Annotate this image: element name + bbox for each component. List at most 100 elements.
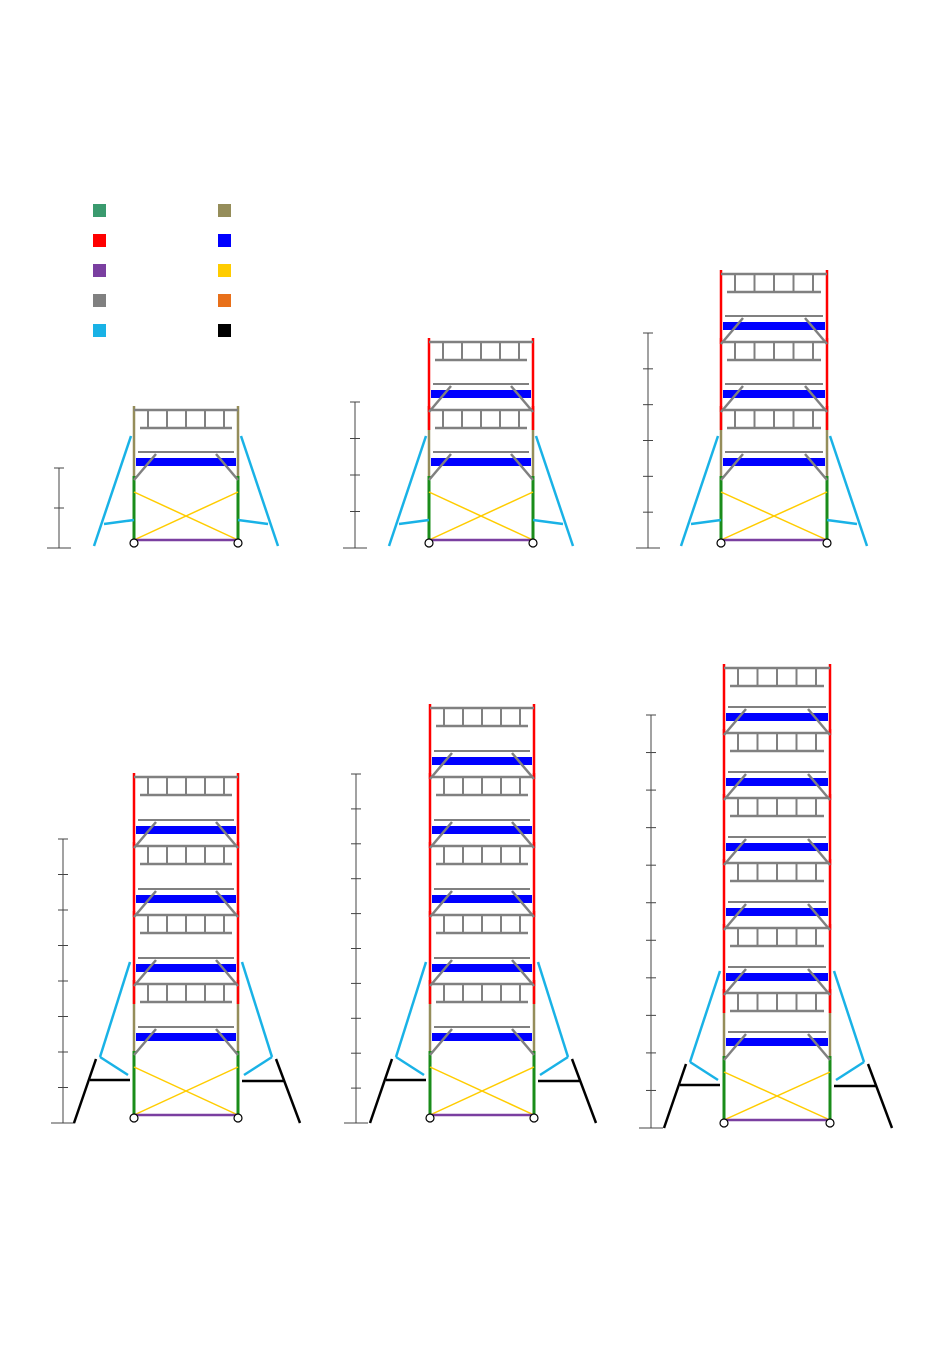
brace-right — [511, 821, 535, 849]
brace-left — [133, 821, 157, 849]
outrigger-right — [239, 435, 280, 547]
scaffold-4-levels — [51, 773, 302, 1124]
platform — [432, 757, 532, 765]
scaffold-2-levels — [343, 338, 575, 549]
level-6 — [722, 664, 832, 736]
brace-left — [429, 752, 453, 780]
brace-left — [723, 773, 747, 801]
platform — [726, 778, 828, 786]
outrigger-right — [536, 961, 570, 1058]
outrigger-right — [534, 435, 575, 547]
wheel-left — [424, 538, 434, 548]
wheel-left — [129, 538, 139, 548]
platform — [723, 322, 825, 330]
height-ruler — [639, 714, 663, 1129]
height-ruler — [636, 332, 660, 549]
outrigger-right-strut — [243, 1055, 273, 1077]
outrigger-left-strut — [690, 518, 722, 526]
height-ruler — [51, 838, 75, 1124]
brace-left — [723, 903, 747, 931]
brace-right — [215, 821, 239, 849]
outrigger-left-strut — [395, 1055, 425, 1077]
level-1 — [132, 980, 240, 1056]
platform — [136, 826, 236, 834]
brace-left — [429, 890, 453, 918]
brace-left — [428, 385, 452, 413]
legend-swatch-10 — [218, 324, 231, 337]
wheel-right — [529, 1113, 539, 1123]
level-3 — [719, 270, 829, 345]
platform — [136, 964, 236, 972]
brace-right — [807, 1033, 831, 1061]
platform — [726, 1038, 828, 1046]
wheel-right — [233, 538, 243, 548]
outriggers — [679, 435, 869, 547]
brace-left — [723, 708, 747, 736]
wheel-left — [425, 1113, 435, 1123]
level-1 — [722, 989, 832, 1061]
scaffold-towers — [47, 270, 894, 1129]
platform — [723, 390, 825, 398]
base-frame — [132, 476, 240, 542]
brace-left — [723, 1033, 747, 1061]
brace-left — [723, 968, 747, 996]
color-legend — [93, 204, 231, 337]
level-2 — [132, 911, 240, 987]
level-3 — [132, 842, 240, 918]
platform — [432, 1033, 532, 1041]
wheel-left — [716, 538, 726, 548]
legend-swatch-1 — [93, 204, 106, 217]
level-1 — [428, 980, 536, 1056]
level-5 — [428, 704, 536, 780]
diagonal-brace — [428, 491, 534, 541]
level-1 — [719, 406, 829, 481]
base-frame — [428, 1051, 536, 1117]
outriggers — [387, 435, 575, 547]
brace-right — [215, 453, 239, 481]
scaffold-6-levels — [639, 664, 894, 1129]
wheel-right — [822, 538, 832, 548]
outrigger-left-strut — [99, 1055, 129, 1077]
level-4 — [428, 773, 536, 849]
level-2 — [722, 924, 832, 996]
legend-swatch-8 — [218, 264, 231, 277]
stabilizer-left — [72, 1058, 98, 1124]
scaffold-1-level — [47, 406, 280, 549]
brace-left — [723, 838, 747, 866]
platform — [432, 895, 532, 903]
outrigger-left-strut — [398, 518, 430, 526]
brace-left — [720, 385, 744, 413]
wheel-right — [233, 1113, 243, 1123]
level-5 — [722, 729, 832, 801]
stabilizer-right — [866, 1063, 894, 1129]
platform — [136, 1033, 236, 1041]
brace-right — [511, 890, 535, 918]
outriggers — [72, 961, 302, 1124]
scaffold-3-levels — [636, 270, 869, 549]
base-frame — [427, 476, 535, 542]
brace-left — [429, 959, 453, 987]
level-2 — [428, 911, 536, 987]
stabilizer-left — [368, 1058, 394, 1124]
legend-swatch-3 — [93, 264, 106, 277]
legend-swatch-2 — [93, 234, 106, 247]
base-frame — [132, 1051, 240, 1117]
brace-right — [510, 385, 534, 413]
brace-right — [215, 959, 239, 987]
platform — [726, 908, 828, 916]
brace-left — [133, 890, 157, 918]
height-ruler — [344, 773, 368, 1124]
brace-left — [133, 959, 157, 987]
wheel-left — [129, 1113, 139, 1123]
platform — [726, 973, 828, 981]
outrigger-left — [387, 435, 428, 547]
platform — [136, 895, 236, 903]
outrigger-right-strut — [835, 1060, 865, 1082]
level-2 — [719, 338, 829, 413]
brace-right — [807, 838, 831, 866]
outrigger-right — [828, 435, 869, 547]
brace-left — [429, 821, 453, 849]
wheel-right — [825, 1118, 835, 1128]
brace-right — [804, 453, 828, 481]
brace-left — [720, 317, 744, 345]
